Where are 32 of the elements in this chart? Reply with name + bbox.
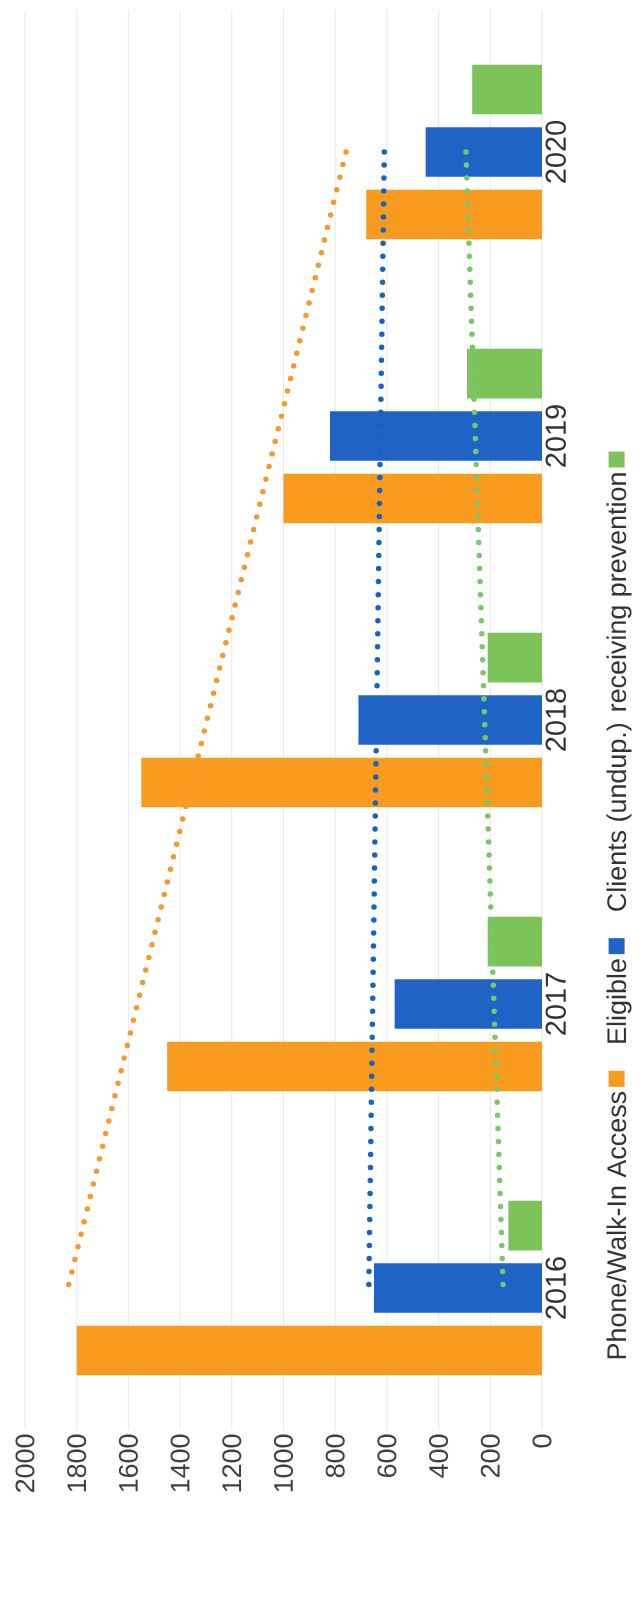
legend-label: Eligible: [606, 959, 632, 1043]
x-tick-label: 1200: [222, 1434, 242, 1492]
y-tick-label: 2018: [545, 689, 566, 751]
legend-label: Clients (undup.) receiving prevention: [606, 473, 632, 911]
legend-label: Phone/Walk-In Access: [606, 1091, 627, 1359]
bar: [366, 189, 542, 240]
y-tick-label: 2019: [545, 405, 566, 467]
x-tick-label: 2000: [15, 1434, 35, 1493]
bar: [283, 473, 542, 524]
x-tick-label: 0: [532, 1434, 552, 1448]
bar: [76, 1325, 542, 1376]
x-tick-label: 600: [377, 1434, 397, 1478]
bar: [472, 64, 542, 115]
x-tick-label: 1600: [118, 1434, 138, 1492]
bar: [487, 632, 542, 683]
bar: [373, 1263, 542, 1313]
bar: [141, 757, 542, 808]
bar: [508, 1200, 542, 1251]
x-tick-label: 800: [325, 1434, 345, 1478]
x-tick-label: 1400: [170, 1434, 190, 1492]
x-tick-label: 200: [480, 1434, 500, 1478]
x-tick-label: 1000: [273, 1434, 294, 1492]
bar: [167, 1041, 542, 1092]
bar: [394, 979, 542, 1029]
bar: [487, 916, 542, 967]
y-tick-label: 2017: [545, 973, 566, 1035]
bar: [467, 348, 542, 399]
x-tick-label: 400: [429, 1434, 449, 1478]
bar: [425, 127, 542, 177]
y-tick-label: 2016: [545, 1257, 566, 1319]
y-tick-label: 2020: [545, 121, 566, 183]
x-tick-label: 1800: [67, 1434, 87, 1492]
